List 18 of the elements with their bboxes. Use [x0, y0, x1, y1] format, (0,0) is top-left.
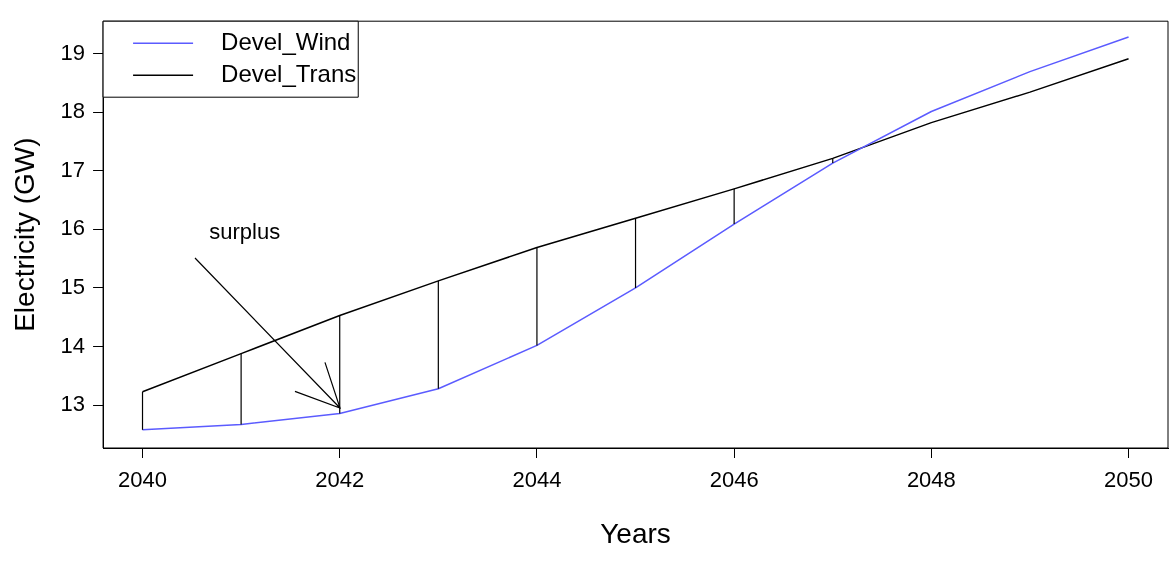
annotation: surplus — [209, 219, 281, 245]
x-tick-label: 2040 — [118, 467, 167, 493]
y-tick-label: 16 — [60, 215, 86, 241]
y-tick-label: 19 — [60, 39, 86, 65]
legend-label: Devel_Wind — [221, 27, 351, 55]
y-tick-label: 14 — [60, 332, 86, 358]
x-tick-label: 2044 — [512, 467, 562, 493]
y-tick-label: 15 — [60, 274, 86, 300]
y-tick-label: 18 — [60, 98, 86, 124]
x-tick-label: 2050 — [1104, 467, 1154, 493]
x-tick-label: 2042 — [315, 467, 365, 493]
y-tick-label: 13 — [60, 391, 86, 417]
y-tick-label: 17 — [60, 156, 86, 182]
legend-label: Devel_Trans — [221, 59, 357, 87]
y-axis-title: Electricity (GW) — [8, 137, 40, 332]
x-axis-title: Years — [600, 517, 671, 549]
x-tick-label: 2046 — [709, 467, 759, 493]
x-tick-label: 2048 — [906, 467, 956, 493]
